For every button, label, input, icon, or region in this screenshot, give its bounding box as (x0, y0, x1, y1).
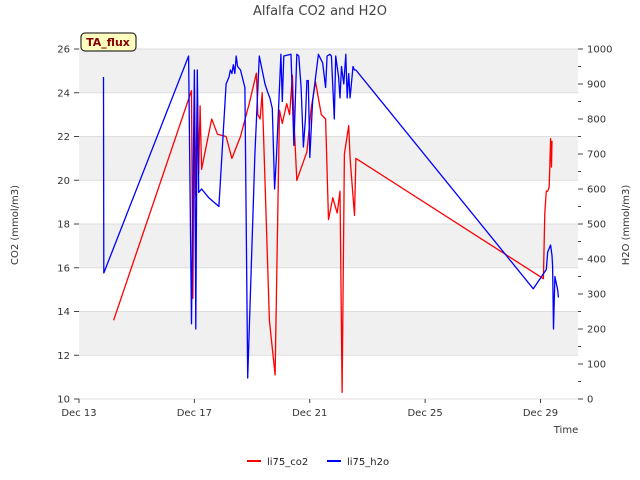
y-right-tick-label: 900 (587, 80, 606, 91)
legend-item-co2: li75_co2 (247, 457, 308, 468)
x-tick-label: Dec 21 (292, 408, 327, 419)
badge-label: TA_flux (86, 36, 130, 49)
y-right-tick-label: 300 (587, 290, 606, 301)
y-left-tick-label: 10 (57, 395, 70, 406)
band-7 (79, 49, 578, 93)
y-right-tick-label: 700 (587, 150, 606, 161)
ta-flux-badge: TA_flux (80, 32, 137, 52)
y-left-tick-label: 20 (57, 176, 70, 187)
band-1 (79, 311, 578, 356)
y-right-tick-label: 1000 (587, 45, 612, 56)
y-right-tick-label: 0 (587, 395, 593, 406)
x-tick-label: Dec 13 (61, 408, 96, 419)
series-line-li75_co2 (112, 72, 553, 394)
x-tick-label: Dec 17 (177, 408, 212, 419)
legend: li75_co2 li75_h2o (247, 457, 389, 468)
y-left-tick-label: 22 (57, 132, 70, 143)
y-axis-label-left: CO2 (mmol/m3) (10, 185, 21, 265)
badge-box (80, 32, 137, 52)
band-2 (79, 267, 578, 312)
band-6 (79, 92, 578, 137)
y-right-tick-label: 800 (587, 115, 606, 126)
y-left-tick-label: 16 (57, 263, 70, 274)
legend-label-co2: li75_co2 (267, 457, 308, 468)
y-left-tick-label: 14 (57, 307, 70, 318)
legend-label-h2o: li75_h2o (347, 457, 389, 468)
band-0 (79, 355, 578, 399)
x-tick-label: Dec 25 (407, 408, 442, 419)
band-5 (79, 136, 578, 181)
tick-labels: 10 12 14 16 18 20 22 24 26 0 100 200 300 400 500 600 700… (57, 45, 612, 420)
legend-item-h2o: li75_h2o (327, 457, 389, 468)
y-right-tick-label: 400 (587, 255, 606, 266)
y-right-tick-label: 100 (587, 360, 606, 371)
y-right-tick-label: 600 (587, 185, 606, 196)
axes (74, 48, 583, 403)
series-line-li75_h2o (102, 53, 560, 379)
y-left-tick-label: 12 (57, 351, 70, 362)
y-right-tick-label: 200 (587, 325, 606, 336)
series-layer (102, 53, 560, 394)
y-right-tick-label: 500 (587, 220, 606, 231)
y-axis-label-right: H2O (mmol/m3) (621, 185, 632, 266)
chart-title: Alfalfa CO2 and H2O (253, 4, 387, 19)
y-left-tick-label: 24 (57, 88, 70, 99)
band-3 (79, 224, 578, 268)
y-left-tick-label: 26 (57, 45, 70, 56)
x-axis-label: Time (553, 425, 578, 436)
x-tick-label: Dec 29 (523, 408, 558, 419)
y-left-tick-label: 18 (57, 220, 70, 231)
gridlines (79, 48, 578, 400)
